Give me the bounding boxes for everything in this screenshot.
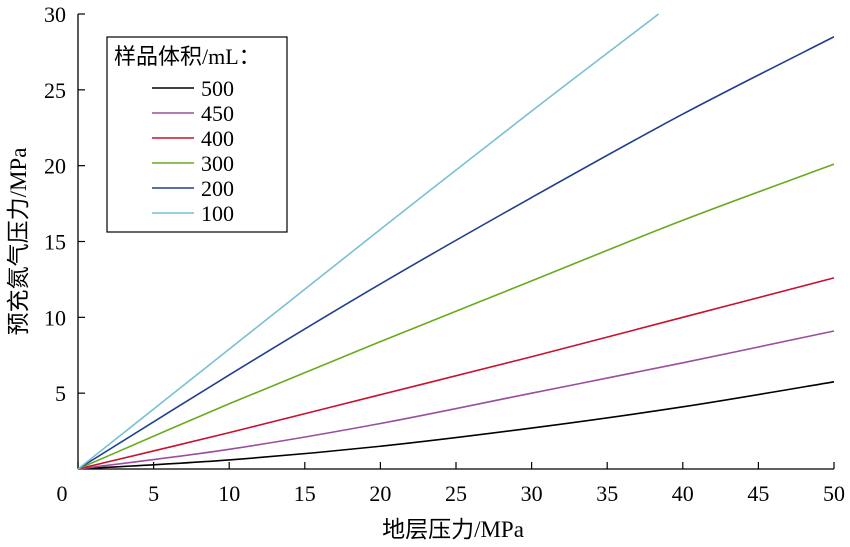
- x-axis-title: 地层压力/MPa: [382, 517, 524, 542]
- x-tick-label: 25: [445, 481, 467, 506]
- legend-box: [106, 36, 288, 233]
- series-line-450: [77, 330, 835, 470]
- x-tick-label: 15: [294, 481, 316, 506]
- series-line-400: [77, 277, 835, 470]
- y-tick-label: 30: [44, 2, 66, 27]
- y-tick-label: 20: [44, 154, 66, 179]
- series-line-100: [77, 13, 660, 470]
- x-tick-label: 35: [596, 481, 618, 506]
- series-line-300: [77, 163, 835, 470]
- legend-label-450: 450: [201, 101, 234, 126]
- y-tick-label: 15: [44, 230, 66, 255]
- x-tick-label: 45: [747, 481, 769, 506]
- series-layer: [77, 13, 835, 470]
- axes: 0 5 10 15 20 25 30 35 40 45 50 5 10 15 20 25 30 地层压力/MPa 预…: [6, 2, 845, 542]
- x-tick-label: 40: [672, 481, 694, 506]
- series-line-200: [77, 36, 835, 470]
- x-tick-label: 20: [369, 481, 391, 506]
- y-tick-label: 10: [44, 305, 66, 330]
- legend-label-100: 100: [201, 201, 234, 226]
- legend-label-400: 400: [201, 126, 234, 151]
- x-tick-label: 10: [218, 481, 240, 506]
- x-tick-label: 0: [57, 481, 68, 506]
- legend-label-500: 500: [201, 76, 234, 101]
- y-tick-label: 5: [55, 381, 66, 406]
- x-tick-label: 5: [148, 481, 159, 506]
- legend-title: 样品体积/mL：: [114, 44, 261, 69]
- x-tick-label: 30: [521, 481, 543, 506]
- x-tick-label: 50: [823, 481, 845, 506]
- y-tick-label: 25: [44, 78, 66, 103]
- legend-label-300: 300: [201, 151, 234, 176]
- y-axis-title: 预充氮气压力/MPa: [6, 148, 31, 336]
- legend-label-200: 200: [201, 176, 234, 201]
- series-line-500: [77, 381, 835, 470]
